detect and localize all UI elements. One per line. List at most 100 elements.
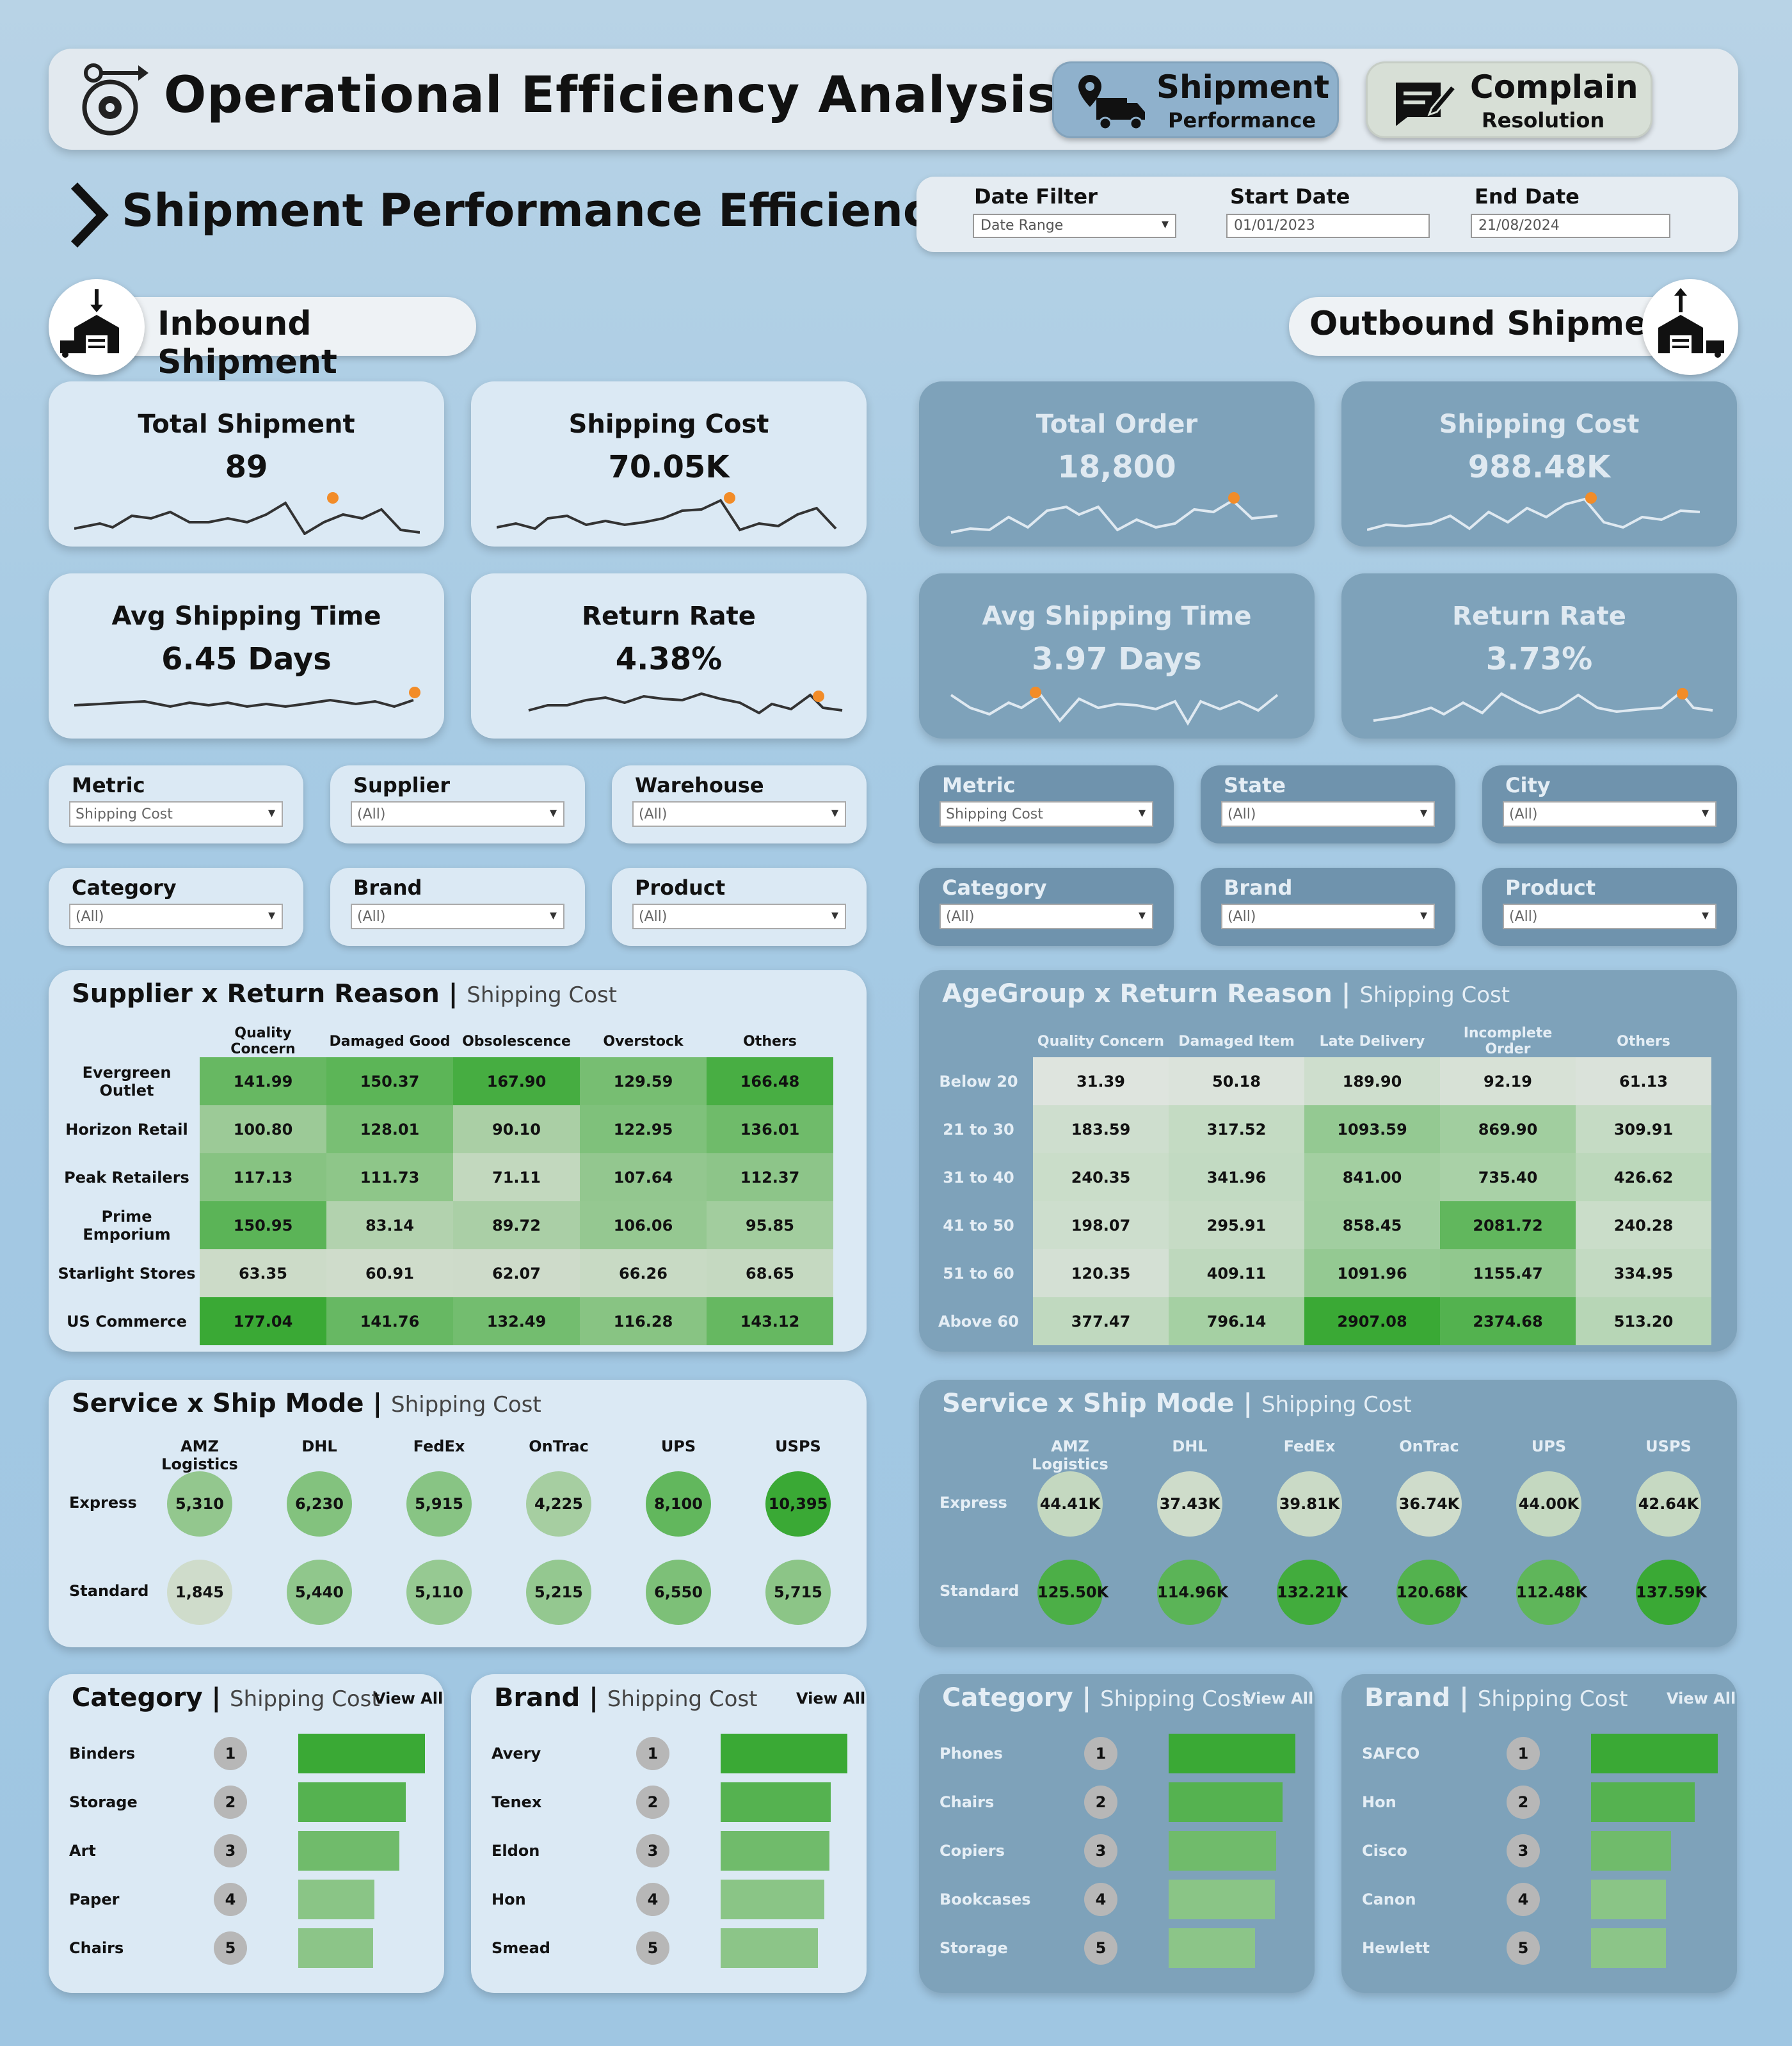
rank-bar[interactable] <box>721 1734 847 1773</box>
rank-bar[interactable] <box>1591 1782 1695 1822</box>
heatmap-cell[interactable]: 150.95 <box>200 1201 326 1249</box>
heatmap-cell[interactable]: 60.91 <box>326 1249 453 1297</box>
service-bubble[interactable]: 4,225 <box>526 1471 591 1537</box>
heatmap-cell[interactable]: 63.35 <box>200 1249 326 1297</box>
slicer-city[interactable]: City (All) <box>1482 765 1737 843</box>
heatmap-cell[interactable]: 1091.96 <box>1304 1249 1440 1297</box>
slicer-dropdown[interactable]: Shipping Cost <box>940 801 1153 827</box>
heatmap-cell[interactable]: 869.90 <box>1440 1105 1576 1153</box>
heatmap-cell[interactable]: 128.01 <box>326 1105 453 1153</box>
slicer-outbound-product[interactable]: Product (All) <box>1482 868 1737 946</box>
heatmap-cell[interactable]: 2081.72 <box>1440 1201 1576 1249</box>
heatmap-cell[interactable]: 309.91 <box>1576 1105 1711 1153</box>
slicer-outbound-brand[interactable]: Brand (All) <box>1201 868 1455 946</box>
rank-bar[interactable] <box>721 1928 818 1968</box>
heatmap-cell[interactable]: 50.18 <box>1169 1057 1304 1105</box>
rank-bar[interactable] <box>1169 1928 1255 1968</box>
heatmap-cell[interactable]: 513.20 <box>1576 1297 1711 1345</box>
heatmap-cell[interactable]: 295.91 <box>1169 1201 1304 1249</box>
heatmap-cell[interactable]: 841.00 <box>1304 1153 1440 1201</box>
heatmap-cell[interactable]: 68.65 <box>707 1249 833 1297</box>
slicer-dropdown[interactable]: (All) <box>351 904 564 929</box>
heatmap-cell[interactable]: 2374.68 <box>1440 1297 1576 1345</box>
heatmap-cell[interactable]: 71.11 <box>453 1153 580 1201</box>
heatmap-cell[interactable]: 106.06 <box>580 1201 707 1249</box>
heatmap-cell[interactable]: 796.14 <box>1169 1297 1304 1345</box>
heatmap-cell[interactable]: 240.28 <box>1576 1201 1711 1249</box>
slicer-warehouse[interactable]: Warehouse (All) <box>612 765 867 843</box>
service-bubble[interactable]: 44.00K <box>1516 1471 1581 1537</box>
heatmap-cell[interactable]: 92.19 <box>1440 1057 1576 1105</box>
heatmap-cell[interactable]: 111.73 <box>326 1153 453 1201</box>
slicer-dropdown[interactable]: Shipping Cost <box>69 801 283 827</box>
heatmap-cell[interactable]: 89.72 <box>453 1201 580 1249</box>
slicer-dropdown[interactable]: (All) <box>351 801 564 827</box>
heatmap-cell[interactable]: 183.59 <box>1033 1105 1169 1153</box>
slicer-dropdown[interactable]: (All) <box>1503 904 1716 929</box>
date-filter-dropdown[interactable]: Date Range ▾ <box>973 214 1176 238</box>
view-all-link[interactable]: View All <box>1667 1690 1736 1707</box>
heatmap-cell[interactable]: 1155.47 <box>1440 1249 1576 1297</box>
heatmap-cell[interactable]: 317.52 <box>1169 1105 1304 1153</box>
heatmap-cell[interactable]: 240.35 <box>1033 1153 1169 1201</box>
view-all-link[interactable]: View All <box>1244 1690 1314 1707</box>
rank-bar[interactable] <box>298 1782 406 1822</box>
heatmap-cell[interactable]: 177.04 <box>200 1297 326 1345</box>
heatmap-cell[interactable]: 1093.59 <box>1304 1105 1440 1153</box>
service-bubble[interactable]: 6,230 <box>287 1471 352 1537</box>
heatmap-cell[interactable]: 735.40 <box>1440 1153 1576 1201</box>
heatmap-cell[interactable]: 90.10 <box>453 1105 580 1153</box>
heatmap-cell[interactable]: 377.47 <box>1033 1297 1169 1345</box>
heatmap-cell[interactable]: 66.26 <box>580 1249 707 1297</box>
heatmap-cell[interactable]: 426.62 <box>1576 1153 1711 1201</box>
slicer-dropdown[interactable]: (All) <box>1221 904 1435 929</box>
rank-bar[interactable] <box>721 1782 831 1822</box>
slicer-dropdown[interactable]: (All) <box>1221 801 1435 827</box>
service-bubble[interactable]: 1,845 <box>167 1560 232 1625</box>
slicer-inbound-category[interactable]: Category (All) <box>49 868 303 946</box>
rank-bar[interactable] <box>1169 1831 1276 1871</box>
slicer-dropdown[interactable]: (All) <box>632 904 846 929</box>
service-bubble[interactable]: 132.21K <box>1277 1560 1348 1625</box>
rank-bar[interactable] <box>721 1831 829 1871</box>
end-date-input[interactable]: 21/08/2024 <box>1471 214 1670 238</box>
rank-bar[interactable] <box>298 1831 399 1871</box>
heatmap-cell[interactable]: 198.07 <box>1033 1201 1169 1249</box>
nav-shipment-performance-button[interactable]: Shipment Performance <box>1052 61 1339 138</box>
heatmap-cell[interactable]: 409.11 <box>1169 1249 1304 1297</box>
heatmap-cell[interactable]: 132.49 <box>453 1297 580 1345</box>
heatmap-cell[interactable]: 141.76 <box>326 1297 453 1345</box>
heatmap-cell[interactable]: 31.39 <box>1033 1057 1169 1105</box>
heatmap-cell[interactable]: 166.48 <box>707 1057 833 1105</box>
slicer-outbound-category[interactable]: Category (All) <box>919 868 1174 946</box>
rank-bar[interactable] <box>1169 1782 1283 1822</box>
rank-bar[interactable] <box>1591 1831 1671 1871</box>
slicer-state[interactable]: State (All) <box>1201 765 1455 843</box>
rank-bar[interactable] <box>298 1734 425 1773</box>
service-bubble[interactable]: 42.64K <box>1636 1471 1701 1537</box>
view-all-link[interactable]: View All <box>374 1690 444 1707</box>
heatmap-cell[interactable]: 122.95 <box>580 1105 707 1153</box>
heatmap-cell[interactable]: 150.37 <box>326 1057 453 1105</box>
heatmap-cell[interactable]: 116.28 <box>580 1297 707 1345</box>
service-bubble[interactable]: 10,395 <box>765 1471 831 1537</box>
rank-bar[interactable] <box>1169 1734 1295 1773</box>
heatmap-cell[interactable]: 141.99 <box>200 1057 326 1105</box>
heatmap-cell[interactable]: 62.07 <box>453 1249 580 1297</box>
heatmap-cell[interactable]: 858.45 <box>1304 1201 1440 1249</box>
service-bubble[interactable]: 8,100 <box>646 1471 711 1537</box>
rank-bar[interactable] <box>721 1880 824 1919</box>
service-bubble[interactable]: 137.59K <box>1636 1560 1707 1625</box>
start-date-input[interactable]: 01/01/2023 <box>1226 214 1430 238</box>
slicer-supplier[interactable]: Supplier (All) <box>330 765 585 843</box>
slicer-inbound-product[interactable]: Product (All) <box>612 868 867 946</box>
heatmap-cell[interactable]: 189.90 <box>1304 1057 1440 1105</box>
rank-bar[interactable] <box>298 1880 374 1919</box>
heatmap-cell[interactable]: 107.64 <box>580 1153 707 1201</box>
service-bubble[interactable]: 125.50K <box>1037 1560 1108 1625</box>
rank-bar[interactable] <box>1591 1880 1666 1919</box>
service-bubble[interactable]: 5,715 <box>765 1560 831 1625</box>
heatmap-cell[interactable]: 129.59 <box>580 1057 707 1105</box>
heatmap-cell[interactable]: 143.12 <box>707 1297 833 1345</box>
slicer-dropdown[interactable]: (All) <box>1503 801 1716 827</box>
